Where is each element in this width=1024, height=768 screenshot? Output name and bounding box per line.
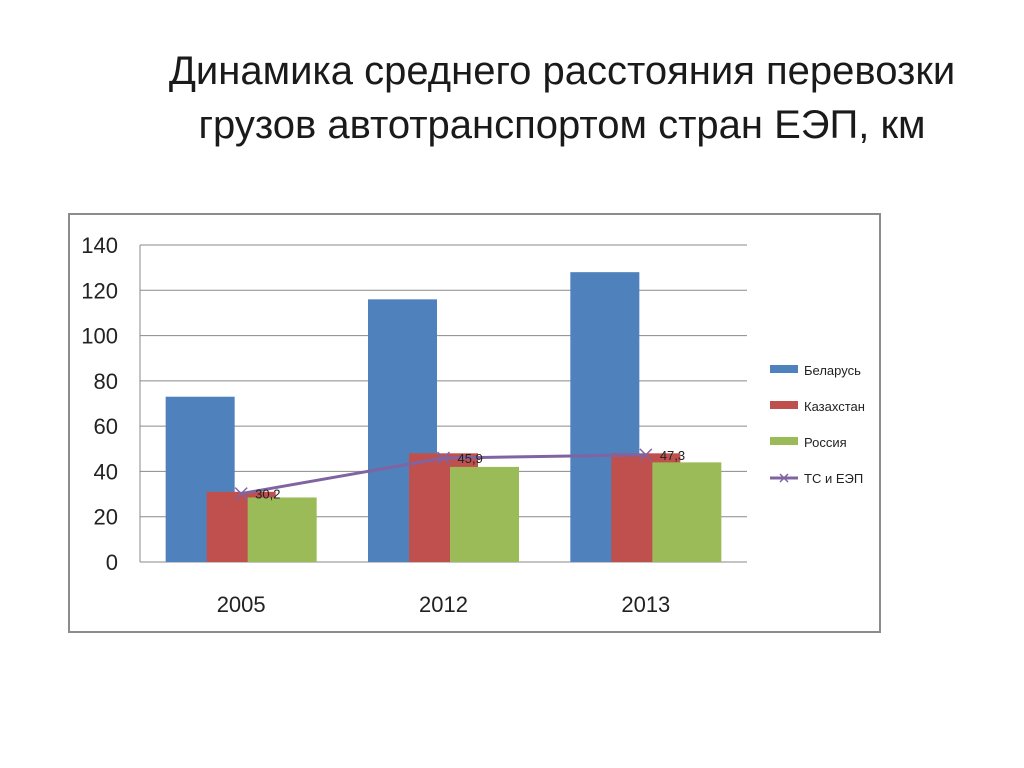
- combo-chart: 0 20 40 60 80 100 120 140 2005 2012 2013 30,2 45,9 47…: [81, 233, 865, 617]
- line-marker: [436, 451, 451, 465]
- legend-label: ТС и ЕЭП: [804, 471, 863, 486]
- y-tick-label: 0: [106, 550, 118, 575]
- y-tick-label: 60: [94, 414, 118, 439]
- legend-label: Беларусь: [804, 363, 861, 378]
- slide-title-line-2: грузов автотранспортом стран ЕЭП, км: [198, 103, 926, 147]
- legend-swatch: [770, 365, 798, 373]
- data-label: 30,2: [255, 487, 280, 502]
- legend-swatch: [770, 401, 798, 409]
- y-tick-label: 80: [94, 369, 118, 394]
- bar-Россия: [450, 466, 519, 562]
- x-tick-label: 2005: [217, 592, 266, 617]
- slide-title: Динамика среднего расстояния перевозки г…: [100, 44, 1024, 152]
- y-tick-label: 20: [94, 505, 118, 530]
- bar-Россия: [247, 497, 317, 562]
- slide-title-line-1: Динамика среднего расстояния перевозки: [168, 49, 956, 93]
- y-tick-label: 140: [81, 233, 118, 258]
- line-marker: [639, 448, 653, 462]
- x-tick-label: 2013: [621, 592, 670, 617]
- data-label: 47,3: [660, 448, 685, 463]
- data-label: 45,9: [458, 451, 483, 466]
- line-marker: [234, 487, 248, 501]
- bar-Россия: [652, 462, 722, 562]
- y-tick-label: 120: [81, 278, 118, 303]
- legend-marker: [779, 473, 789, 483]
- chart-frame: 0 20 40 60 80 100 120 140 2005 2012 2013 30,2 45,9 47…: [68, 213, 881, 633]
- legend-label: Россия: [804, 435, 847, 450]
- legend-swatch: [770, 437, 798, 445]
- x-tick-label: 2012: [419, 592, 468, 617]
- y-tick-label: 40: [94, 459, 118, 484]
- legend-label: Казахстан: [804, 399, 865, 414]
- y-tick-label: 100: [81, 324, 118, 349]
